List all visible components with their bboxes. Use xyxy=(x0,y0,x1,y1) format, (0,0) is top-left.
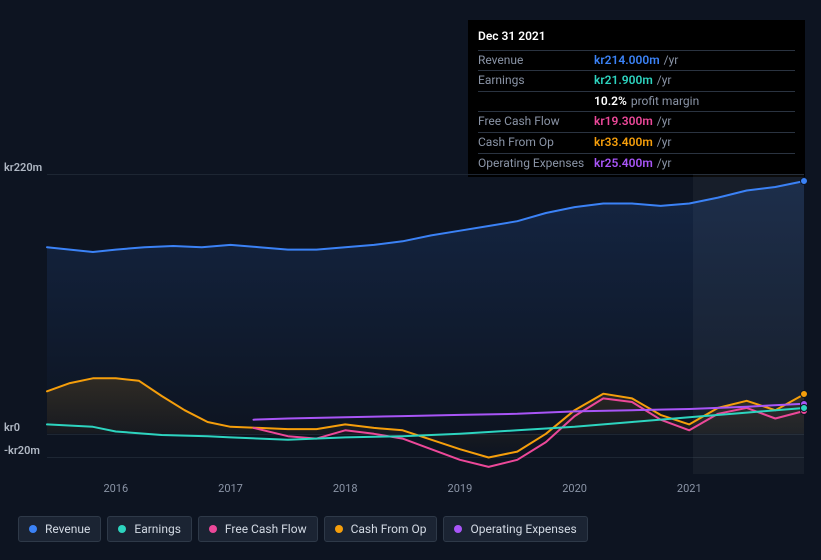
tooltip-row-unit: /yr xyxy=(657,156,672,172)
legend-item[interactable]: Earnings xyxy=(107,516,192,542)
tooltip-row-label: Cash From Op xyxy=(478,135,594,151)
x-axis-label: 2018 xyxy=(333,482,358,495)
tooltip-row-unit: /yr xyxy=(657,114,672,130)
tooltip-row-label xyxy=(478,94,594,110)
series-end-marker xyxy=(800,177,808,185)
tooltip-row-unit: /yr xyxy=(664,53,679,69)
x-axis-label: 2020 xyxy=(562,482,587,495)
tooltip-date: Dec 31 2021 xyxy=(478,26,795,50)
x-axis-label: 2017 xyxy=(218,482,243,495)
tooltip-row-unit: profit margin xyxy=(631,94,699,110)
chart-tooltip: Dec 31 2021 Revenuekr214.000m/yrEarnings… xyxy=(468,20,805,177)
tooltip-row: Operating Expenseskr25.400m/yr xyxy=(478,153,795,174)
legend-item[interactable]: Operating Expenses xyxy=(443,516,587,542)
legend-item[interactable]: Revenue xyxy=(18,516,101,542)
tooltip-row: 10.2%profit margin xyxy=(478,91,795,112)
y-axis-label: -kr20m xyxy=(4,444,40,457)
legend-label: Operating Expenses xyxy=(470,522,576,536)
tooltip-row-value: kr214.000m xyxy=(594,53,660,69)
tooltip-row-label: Revenue xyxy=(478,53,594,69)
series-end-marker xyxy=(800,404,808,412)
tooltip-row: Revenuekr214.000m/yr xyxy=(478,50,795,71)
tooltip-row-unit: /yr xyxy=(657,73,672,89)
y-axis-label: kr0 xyxy=(4,421,20,434)
tooltip-row-label: Earnings xyxy=(478,73,594,89)
x-axis-label: 2019 xyxy=(448,482,473,495)
legend-dot-icon xyxy=(335,525,343,533)
tooltip-row: Free Cash Flowkr19.300m/yr xyxy=(478,111,795,132)
legend-label: Free Cash Flow xyxy=(225,522,307,536)
tooltip-row-value: kr21.900m xyxy=(594,73,653,89)
chart-plot xyxy=(47,174,804,474)
tooltip-row-label: Free Cash Flow xyxy=(478,114,594,130)
tooltip-row-unit: /yr xyxy=(657,135,672,151)
x-axis-label: 2021 xyxy=(677,482,702,495)
tooltip-row-value: kr25.400m xyxy=(594,156,653,172)
legend-dot-icon xyxy=(118,525,126,533)
legend-dot-icon xyxy=(454,525,462,533)
legend-label: Earnings xyxy=(134,522,181,536)
y-axis-label: kr220m xyxy=(4,161,42,174)
tooltip-row-label: Operating Expenses xyxy=(478,156,594,172)
tooltip-row-value: kr33.400m xyxy=(594,135,653,151)
legend-item[interactable]: Free Cash Flow xyxy=(198,516,318,542)
chart-legend: Revenue Earnings Free Cash Flow Cash From O… xyxy=(18,516,588,542)
legend-item[interactable]: Cash From Op xyxy=(324,516,438,542)
legend-label: Revenue xyxy=(45,522,90,536)
legend-label: Cash From Op xyxy=(351,522,427,536)
tooltip-row: Earningskr21.900m/yr xyxy=(478,70,795,91)
x-axis-label: 2016 xyxy=(103,482,128,495)
tooltip-row-value: kr19.300m xyxy=(594,114,653,130)
tooltip-row-value: 10.2% xyxy=(594,94,627,110)
legend-dot-icon xyxy=(209,525,217,533)
series-end-marker xyxy=(800,390,808,398)
legend-dot-icon xyxy=(29,525,37,533)
tooltip-row: Cash From Opkr33.400m/yr xyxy=(478,132,795,153)
